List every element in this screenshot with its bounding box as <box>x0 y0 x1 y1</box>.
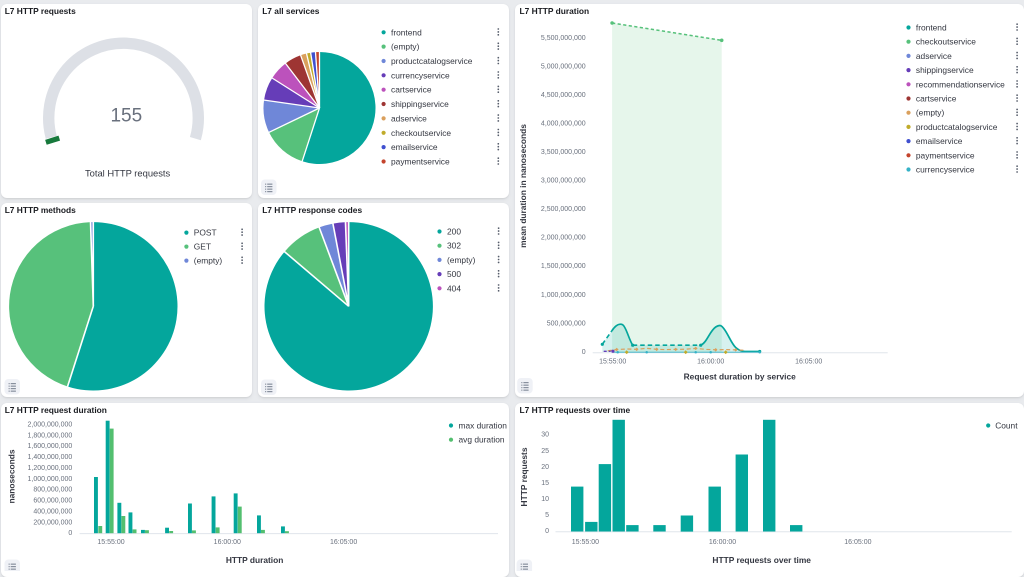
svg-text:0: 0 <box>582 349 586 356</box>
svg-text:cartservice: cartservice <box>391 85 432 95</box>
svg-text:3,500,000,000: 3,500,000,000 <box>541 149 586 156</box>
svg-text:(empty): (empty) <box>447 255 476 265</box>
svg-text:3,000,000,000: 3,000,000,000 <box>541 178 586 185</box>
svg-text:checkoutservice: checkoutservice <box>916 37 976 47</box>
svg-text:15:55:00: 15:55:00 <box>97 539 124 546</box>
svg-text:nanoseconds: nanoseconds <box>6 449 16 503</box>
svg-text:Count: Count <box>995 421 1018 431</box>
svg-text:16:00:00: 16:00:00 <box>697 359 724 366</box>
svg-text:HTTP requests: HTTP requests <box>519 447 529 506</box>
svg-text:HTTP requests over time: HTTP requests over time <box>713 555 812 565</box>
svg-text:paymentservice: paymentservice <box>916 150 975 160</box>
svg-text:5: 5 <box>545 512 549 519</box>
svg-text:1,800,000,000: 1,800,000,000 <box>27 432 72 439</box>
svg-text:1,200,000,000: 1,200,000,000 <box>27 465 72 472</box>
svg-text:800,000,000: 800,000,000 <box>33 487 72 494</box>
svg-text:404: 404 <box>447 283 461 293</box>
svg-text:1,000,000,000: 1,000,000,000 <box>27 476 72 483</box>
svg-text:2,500,000,000: 2,500,000,000 <box>541 206 586 213</box>
svg-text:302: 302 <box>447 241 461 251</box>
svg-text:frontend: frontend <box>391 27 422 37</box>
svg-text:Total HTTP requests: Total HTTP requests <box>84 168 170 179</box>
svg-text:adservice: adservice <box>391 113 427 123</box>
svg-text:HTTP duration: HTTP duration <box>225 555 283 565</box>
svg-text:200,000,000: 200,000,000 <box>33 519 72 526</box>
svg-text:200: 200 <box>447 227 461 237</box>
svg-text:400,000,000: 400,000,000 <box>33 509 72 516</box>
svg-text:15:55:00: 15:55:00 <box>599 359 626 366</box>
svg-text:emailservice: emailservice <box>916 136 963 146</box>
svg-text:productcatalogservice: productcatalogservice <box>391 56 473 66</box>
svg-text:4,000,000,000: 4,000,000,000 <box>541 121 586 128</box>
svg-text:Request duration by service: Request duration by service <box>684 372 797 382</box>
svg-text:10: 10 <box>542 496 550 503</box>
svg-text:1,500,000,000: 1,500,000,000 <box>541 263 586 270</box>
svg-text:checkoutservice: checkoutservice <box>391 128 451 138</box>
svg-text:adservice: adservice <box>916 51 952 61</box>
svg-text:4,500,000,000: 4,500,000,000 <box>541 92 586 99</box>
svg-text:600,000,000: 600,000,000 <box>33 498 72 505</box>
svg-text:16:00:00: 16:00:00 <box>213 539 240 546</box>
svg-text:GET: GET <box>193 242 210 252</box>
svg-text:0: 0 <box>68 530 72 537</box>
svg-text:(empty): (empty) <box>916 108 945 118</box>
svg-text:1,400,000,000: 1,400,000,000 <box>27 454 72 461</box>
svg-text:500,000,000: 500,000,000 <box>547 320 586 327</box>
svg-text:25: 25 <box>542 448 550 455</box>
svg-text:500: 500 <box>447 269 461 279</box>
svg-text:16:05:00: 16:05:00 <box>845 539 872 546</box>
svg-text:(empty): (empty) <box>193 256 222 266</box>
svg-text:avg duration: avg duration <box>458 435 504 445</box>
svg-text:16:05:00: 16:05:00 <box>329 539 356 546</box>
svg-text:shippingservice: shippingservice <box>916 65 974 75</box>
svg-text:16:00:00: 16:00:00 <box>709 539 736 546</box>
svg-text:15: 15 <box>542 480 550 487</box>
svg-text:16:05:00: 16:05:00 <box>795 359 822 366</box>
svg-text:20: 20 <box>542 464 550 471</box>
svg-text:2,000,000,000: 2,000,000,000 <box>541 235 586 242</box>
svg-text:1,000,000,000: 1,000,000,000 <box>541 292 586 299</box>
svg-text:frontend: frontend <box>916 23 947 33</box>
svg-text:emailservice: emailservice <box>391 142 438 152</box>
svg-text:mean duration in nanoseconds: mean duration in nanoseconds <box>518 124 528 248</box>
svg-text:shippingservice: shippingservice <box>391 99 449 109</box>
svg-text:POST: POST <box>193 228 216 238</box>
svg-text:cartservice: cartservice <box>916 94 957 104</box>
svg-text:0: 0 <box>545 528 549 535</box>
svg-text:1,600,000,000: 1,600,000,000 <box>27 443 72 450</box>
svg-text:5,500,000,000: 5,500,000,000 <box>541 35 586 42</box>
svg-text:paymentservice: paymentservice <box>391 157 450 167</box>
svg-text:155: 155 <box>110 106 142 127</box>
svg-text:5,000,000,000: 5,000,000,000 <box>541 63 586 70</box>
svg-text:15:55:00: 15:55:00 <box>572 539 599 546</box>
svg-text:productcatalogservice: productcatalogservice <box>916 122 998 132</box>
svg-text:currencyservice: currencyservice <box>916 165 975 175</box>
svg-text:recommendationservice: recommendationservice <box>916 79 1005 89</box>
svg-text:(empty): (empty) <box>391 42 420 52</box>
svg-text:30: 30 <box>542 432 550 439</box>
svg-text:2,000,000,000: 2,000,000,000 <box>27 422 72 429</box>
svg-text:currencyservice: currencyservice <box>391 70 450 80</box>
svg-text:max duration: max duration <box>458 421 507 431</box>
